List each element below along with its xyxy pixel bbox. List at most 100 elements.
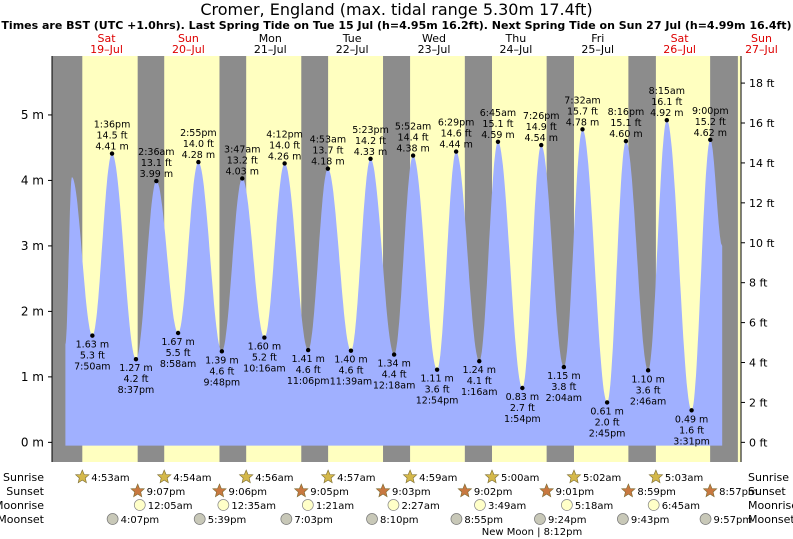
day-name-label: Sun <box>178 32 199 45</box>
day-date-label: 27–Jul <box>745 43 778 56</box>
sunrise-time: 4:56am <box>255 473 293 484</box>
sunset-icon <box>702 483 718 498</box>
moonset-icon <box>450 513 463 525</box>
tide-m-label: 1.27 m <box>119 363 152 374</box>
tide-m-label: 4.28 m <box>182 150 215 161</box>
left-tick-label: 2 m <box>21 304 44 318</box>
tide-time-label: 8:58am <box>160 359 196 370</box>
tide-m-label: 1.24 m <box>463 365 496 376</box>
right-tick-label: 0 ft <box>749 436 768 449</box>
sunrise-icon <box>648 469 664 484</box>
tide-point <box>453 149 459 154</box>
tide-ft-label: 2.0 ft <box>595 417 620 428</box>
tide-time-label: 2:45pm <box>589 428 626 439</box>
moonrise-icon <box>474 499 486 511</box>
sunrise-row-label-left: Sunrise <box>3 471 44 484</box>
left-tick-label: 1 m <box>21 370 44 384</box>
sunset-time: 9:06pm <box>228 487 267 498</box>
tide-m-label: 4.54 m <box>525 133 558 144</box>
tide-point <box>645 368 651 373</box>
tide-m-label: 1.15 m <box>547 371 580 382</box>
moonset-icon <box>106 513 119 525</box>
moonset-time: 5:39pm <box>208 515 247 526</box>
tide-time-label: 4:53am <box>310 135 346 146</box>
tide-ft-label: 1.6 ft <box>679 425 704 436</box>
tide-ft-label: 4.6 ft <box>338 366 363 377</box>
tide-m-label: 1.39 m <box>205 355 238 366</box>
sunset-icon <box>539 483 555 498</box>
right-tick-label: 8 ft <box>749 277 768 290</box>
moonset-icon <box>193 513 206 525</box>
moonset-row-label-left: Moonset <box>0 513 45 526</box>
right-tick-label: 16 ft <box>749 117 775 130</box>
sunset-icon <box>457 483 473 498</box>
tide-point <box>561 364 567 370</box>
sunset-icon <box>293 483 309 498</box>
tide-time-label: 8:16pm <box>608 107 645 118</box>
day-date-label: 23–Jul <box>418 43 451 56</box>
tide-point <box>580 127 585 132</box>
tide-ft-label: 15.1 ft <box>482 119 513 130</box>
tide-m-label: 1.67 m <box>161 337 194 348</box>
moonset-icon <box>280 513 293 525</box>
tide-time-label: 2:04am <box>546 393 582 404</box>
day-date-label: 22–Jul <box>336 43 369 56</box>
moonset-time: 4:07pm <box>121 515 160 526</box>
sunrise-time: 4:59am <box>419 473 457 484</box>
right-tick-label: 2 ft <box>749 396 768 409</box>
sunrise-time: 5:03am <box>665 473 703 484</box>
sunrise-time: 5:02am <box>583 473 621 484</box>
sunset-row-label-left: Sunset <box>6 485 44 498</box>
sunset-time: 9:02pm <box>474 487 513 498</box>
tide-area <box>65 120 723 446</box>
day-date-label: 24–Jul <box>499 43 532 56</box>
sunset-time: 9:07pm <box>147 487 186 498</box>
moonrise-time: 2:27am <box>401 501 439 512</box>
tide-ft-label: 16.1 ft <box>651 97 682 108</box>
left-tick-label: 3 m <box>21 239 44 253</box>
tide-point <box>219 349 225 354</box>
right-tick-label: 6 ft <box>749 317 768 330</box>
tide-ft-label: 4.2 ft <box>123 374 148 385</box>
tide-m-label: 1.41 m <box>291 354 324 365</box>
moonrise-time: 5:18am <box>575 501 613 512</box>
tide-point <box>434 367 440 372</box>
tide-m-label: 0.49 m <box>675 414 708 425</box>
tide-m-label: 1.10 m <box>631 374 664 385</box>
tide-point <box>495 139 501 144</box>
left-tick-label: 5 m <box>21 108 44 122</box>
day-name-label: Tue <box>342 32 362 45</box>
tide-point <box>539 142 544 148</box>
moonset-time: 9:24pm <box>548 515 587 526</box>
tide-m-label: 4.60 m <box>609 129 642 140</box>
tide-m-label: 4.03 m <box>226 166 259 177</box>
tide-ft-label: 13.1 ft <box>141 158 172 169</box>
tide-ft-label: 15.7 ft <box>567 106 598 117</box>
sunrise-time: 4:54am <box>173 473 211 484</box>
moonset-icon <box>534 513 546 525</box>
sunrise-icon <box>484 469 500 484</box>
sunset-icon <box>375 483 391 498</box>
sunset-row-label-right: Sunset <box>748 485 786 498</box>
sunset-icon <box>212 483 227 498</box>
day-date-label: 19–Jul <box>90 43 123 56</box>
tide-ft-label: 4.6 ft <box>296 365 321 376</box>
moonrise-row-label-right: Moonrise <box>748 499 793 512</box>
tide-ft-label: 5.2 ft <box>252 353 277 364</box>
tide-ft-label: 14.2 ft <box>355 136 386 147</box>
tide-ft-label: 2.7 ft <box>510 403 535 414</box>
tide-point <box>708 137 713 143</box>
day-name-label: Sat <box>98 32 117 45</box>
tide-time-label: 12:54pm <box>416 396 459 407</box>
tide-ft-label: 4.1 ft <box>467 376 492 387</box>
sunrise-icon <box>74 469 90 484</box>
tide-point <box>604 400 610 405</box>
right-tick-label: 18 ft <box>749 77 775 90</box>
tide-m-label: 4.26 m <box>268 151 301 162</box>
day-date-label: 25–Jul <box>581 43 614 56</box>
tide-point <box>368 156 373 162</box>
tide-m-label: 4.78 m <box>566 117 599 128</box>
tide-time-label: 7:50am <box>74 362 110 373</box>
moonrise-row-label-left: Moonrise <box>0 499 44 512</box>
tide-ft-label: 14.6 ft <box>441 129 472 140</box>
